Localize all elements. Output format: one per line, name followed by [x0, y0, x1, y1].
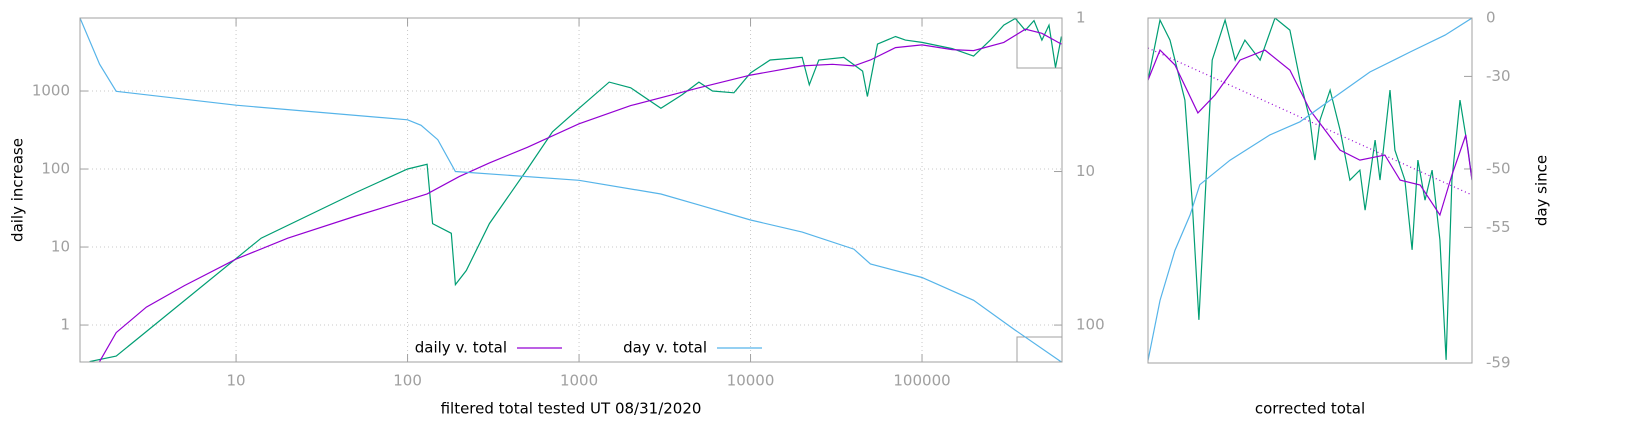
- y-tick-label: 1: [60, 316, 70, 334]
- y2-tick-label: 0: [1486, 9, 1496, 27]
- x-axis-label: filtered total tested UT 08/31/2020: [441, 400, 702, 418]
- zoom-marker: [1016, 18, 1062, 69]
- series-line: [1148, 47, 1472, 196]
- y-tick-label: 1000: [32, 82, 70, 100]
- series-line: [89, 18, 1062, 362]
- series-line: [80, 18, 1062, 362]
- y2-tick-label: 1: [1076, 9, 1086, 27]
- series-line: [1148, 18, 1472, 361]
- x-tick-label: 10: [227, 372, 246, 390]
- y-tick-label: 100: [41, 160, 70, 178]
- y2-axis-label: day since: [1533, 155, 1551, 226]
- x-axis-label: corrected total: [1255, 400, 1365, 418]
- x-tick-label: 100: [393, 372, 422, 390]
- y2-tick-label: -30: [1486, 67, 1511, 85]
- legend-label: day v. total: [623, 339, 707, 357]
- zoom-box: [1016, 18, 1062, 362]
- plot-frame: [1147, 17, 1473, 364]
- y2-tick-label: -55: [1486, 218, 1511, 236]
- zoom-marker: [1016, 336, 1062, 362]
- x-tick-label: 10000: [727, 372, 775, 390]
- y-axis-label: daily increase: [9, 138, 27, 242]
- series-line: [99, 28, 1062, 362]
- legend-label: daily v. total: [415, 339, 507, 357]
- y2-tick-label: 100: [1076, 316, 1105, 334]
- series-line: [1148, 49, 1472, 217]
- series-line: [1148, 18, 1472, 360]
- y2-tick-label: -59: [1486, 354, 1511, 372]
- y2-tick-label: 10: [1076, 162, 1095, 180]
- x-tick-label: 100000: [893, 372, 950, 390]
- x-tick-label: 1000: [560, 372, 598, 390]
- y-tick-label: 10: [51, 238, 70, 256]
- plot-frame: [79, 17, 1063, 363]
- y2-tick-label: -50: [1486, 159, 1511, 177]
